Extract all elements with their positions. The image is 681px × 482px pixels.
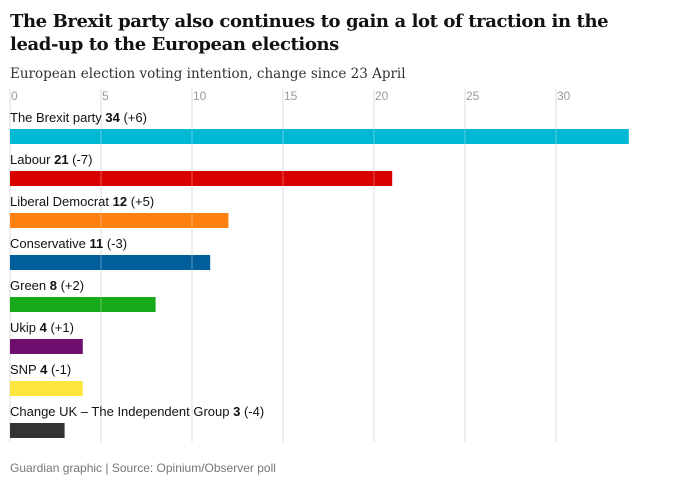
- bar-label-7: Change UK – The Independent Group 3 (-4): [10, 404, 264, 419]
- bar-1: [10, 171, 393, 186]
- party-value: 4: [40, 320, 48, 335]
- bar-label-0: The Brexit party 34 (+6): [10, 110, 147, 125]
- party-change: (+1): [47, 320, 74, 335]
- party-value: 21: [54, 152, 68, 167]
- party-value: 11: [89, 236, 103, 251]
- party-change: (+6): [120, 110, 147, 125]
- party-change: (-4): [240, 404, 264, 419]
- tick-label-30: 30: [557, 89, 571, 103]
- tick-label-10: 10: [193, 89, 207, 103]
- tick-label-20: 20: [375, 89, 389, 103]
- bar-label-2: Liberal Democrat 12 (+5): [10, 194, 154, 209]
- tick-label-0: 0: [11, 89, 18, 103]
- bar-2: [10, 213, 229, 228]
- tick-label-15: 15: [284, 89, 298, 103]
- party-name: Ukip: [10, 320, 40, 335]
- bar-7: [10, 423, 65, 438]
- party-value: 4: [40, 362, 48, 377]
- party-change: (+5): [127, 194, 154, 209]
- bar-label-5: Ukip 4 (+1): [10, 320, 74, 335]
- party-change: (-1): [47, 362, 71, 377]
- party-value: 3: [233, 404, 240, 419]
- party-name: SNP: [10, 362, 40, 377]
- bar-label-1: Labour 21 (-7): [10, 152, 92, 167]
- bar-6: [10, 381, 83, 396]
- bar-4: [10, 297, 156, 312]
- bar-label-3: Conservative 11 (-3): [10, 236, 127, 251]
- bar-label-4: Green 8 (+2): [10, 278, 84, 293]
- party-value: 34: [105, 110, 120, 125]
- tick-label-25: 25: [466, 89, 480, 103]
- tick-label-5: 5: [102, 89, 109, 103]
- bar-5: [10, 339, 83, 354]
- party-name: Change UK – The Independent Group: [10, 404, 233, 419]
- party-value: 12: [113, 194, 127, 209]
- party-change: (-7): [69, 152, 93, 167]
- party-name: Liberal Democrat: [10, 194, 113, 209]
- chart-title: The Brexit party also continues to gain …: [10, 11, 609, 55]
- chart-subtitle: European election voting intention, chan…: [10, 66, 406, 82]
- party-value: 8: [50, 278, 57, 293]
- party-change: (-3): [103, 236, 127, 251]
- party-name: Green: [10, 278, 50, 293]
- party-name: Conservative: [10, 236, 89, 251]
- bar-3: [10, 255, 211, 270]
- bar-0: [10, 129, 629, 144]
- party-change: (+2): [57, 278, 84, 293]
- source-note: Guardian graphic | Source: Opinium/Obser…: [10, 461, 276, 475]
- party-name: The Brexit party: [10, 110, 105, 125]
- party-name: Labour: [10, 152, 54, 167]
- bar-label-6: SNP 4 (-1): [10, 362, 71, 377]
